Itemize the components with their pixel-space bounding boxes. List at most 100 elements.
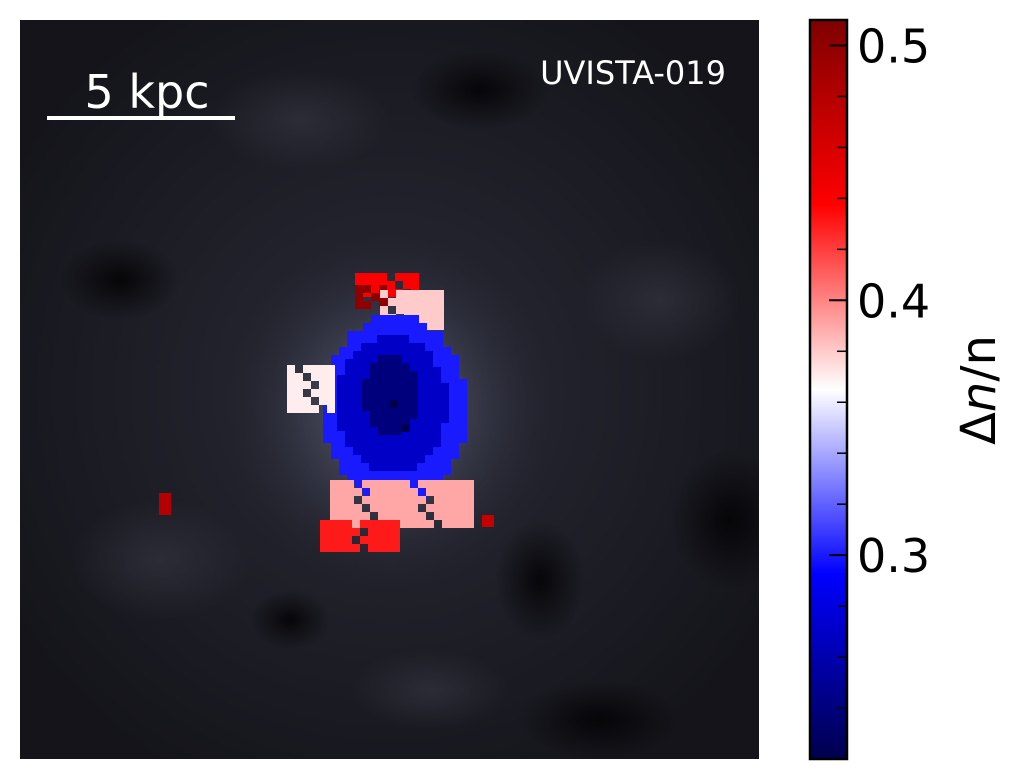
map-pixel-core-mid [425,439,433,447]
map-pixel-core-outer [395,323,403,331]
map-pixel-bottom-red [384,528,392,536]
map-pixel-bottom-ring [418,496,426,504]
map-pixel-core-mid [417,399,425,407]
map-pixel-bottom-red [360,520,368,528]
map-pixel-dark-red-top [355,285,363,293]
map-pixel-core-mid [393,455,401,463]
map-pixel-core-mid [345,407,353,415]
map-pixel-core-inner [378,363,386,371]
map-pixel-bottom-ring [346,504,354,512]
map-pixel-core-inner [370,395,378,403]
map-pixel-core-mid [433,399,441,407]
map-pixel-bottom-ring [402,496,410,504]
map-pixel-core-outer [451,427,459,435]
map-pixel-core-mid [345,383,353,391]
map-pixel-core-mid [361,367,369,375]
map-pixel-core-mid [409,423,417,431]
map-pixel-bottom-ring [410,488,418,496]
map-pixel-left-ring [295,381,303,389]
map-pixel-core-mid [401,439,409,447]
map-pixel-core-outer [451,411,459,419]
map-pixel-core-mid [353,375,361,383]
map-pixel-core-outer [403,323,411,331]
map-pixel-core-outer [427,339,435,347]
map-pixel-pink-top [428,314,436,322]
map-pixel-core-outer [459,403,467,411]
map-pixel-core-outer [419,331,427,339]
map-pixel-core-outer [459,411,467,419]
map-pixel-bottom-ring [434,488,442,496]
map-pixel-core-mid [353,423,361,431]
dark-patch [60,240,180,320]
map-pixel-core-outer [363,491,371,499]
map-pixel-bottom-ring [362,496,370,504]
map-pixel-core-outer [443,371,451,379]
map-pixel-core-mid [337,391,345,399]
map-pixel-bottom-ring [378,496,386,504]
map-pixel-core-outer [331,355,339,363]
map-pixel-core-mid [385,447,393,455]
map-pixel-core-outer [427,331,435,339]
map-pixel-core-mid [361,431,369,439]
map-pixel-bottom-ring [346,488,354,496]
map-pixel-core-outer [387,315,395,323]
map-pixel-core-inner [370,371,378,379]
map-pixel-core-inner [386,395,394,403]
map-pixel-core-outer [419,467,427,475]
map-pixel-core-mid [385,335,393,343]
map-pixel-pink-top [404,306,412,314]
map-pixel-core-mid [369,447,377,455]
map-pixel-core-mid [345,431,353,439]
map-pixel-core-mid [417,375,425,383]
map-pixel-core-outer [355,331,363,339]
colorbar-label-prefix: Δ [951,412,1007,445]
dark-patch [495,520,585,640]
map-pixel-core-mid [361,351,369,359]
map-pixel-bottom-red [320,536,328,544]
map-pixel-core-outer [443,443,451,451]
map-pixel-core-inner [386,363,394,371]
map-pixel-bottom-red [336,520,344,528]
map-pixel-core-min [402,424,410,432]
map-pixel-core-outer [363,331,371,339]
map-pixel-core-mid [345,367,353,375]
map-pixel-core-mid [433,367,441,375]
map-pixel-core-outer [411,315,419,323]
map-pixel-core-mid [345,359,353,367]
map-pixel-bottom-ring [426,488,434,496]
map-pixel-core-inner [386,379,394,387]
map-pixel-core-mid [425,415,433,423]
map-pixel-red-top [387,281,395,289]
map-pixel-bottom-ring [354,520,362,528]
map-pixel-pink-top [380,290,388,298]
dark-patch [410,50,550,130]
map-pixel-bottom-ring [466,512,474,520]
map-pixel-core-inner [402,395,410,403]
map-pixel-bottom-ring [466,496,474,504]
map-pixel-bottom-ring [402,488,410,496]
map-pixel-core-outer [451,451,459,459]
map-pixel-core-inner [378,387,386,395]
light-patch [70,500,250,620]
map-pixel-core-mid [361,415,369,423]
map-pixel-bottom-red [376,520,384,528]
map-pixel-core-mid [377,343,385,351]
map-pixel-bottom-red [384,520,392,528]
map-pixel-bottom-ring [450,488,458,496]
map-pixel-core-outer [323,419,331,427]
map-pixel-core-outer [355,459,363,467]
map-pixel-isolated-pixel-right [482,515,494,527]
map-pixel-core-mid [345,415,353,423]
light-patch [580,240,740,360]
map-pixel-red-top [355,273,363,281]
map-pixel-left-ring [319,365,327,373]
map-pixel-core-mid [353,351,361,359]
map-pixel-core-inner [394,411,402,419]
map-pixel-core-outer [435,347,443,355]
map-pixel-left-ring [287,373,295,381]
map-pixel-core-inner [362,403,370,411]
map-pixel-bottom-red [320,520,328,528]
map-pixel-core-outer [427,459,435,467]
map-pixel-core-mid [337,399,345,407]
map-pixel-core-outer [363,467,371,475]
